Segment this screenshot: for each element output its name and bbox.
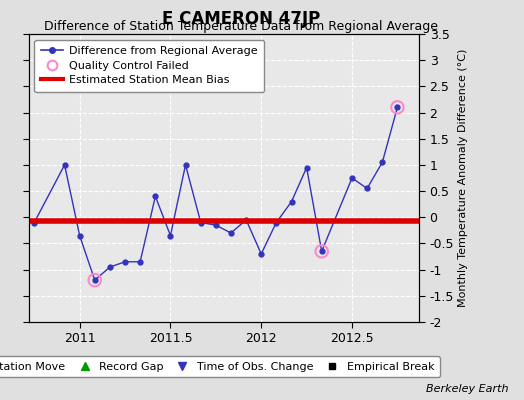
Text: Difference of Station Temperature Data from Regional Average: Difference of Station Temperature Data f… — [44, 20, 438, 33]
Difference from Regional Average — [273, 220, 279, 225]
Difference from Regional Average — [92, 278, 98, 282]
Difference from Regional Average — [349, 176, 355, 180]
Difference from Regional Average — [228, 230, 234, 235]
Quality Control Failed — [91, 277, 99, 283]
Text: E CAMERON 47JP: E CAMERON 47JP — [162, 10, 320, 28]
Y-axis label: Monthly Temperature Anomaly Difference (°C): Monthly Temperature Anomaly Difference (… — [458, 49, 468, 307]
Difference from Regional Average — [213, 223, 219, 228]
Difference from Regional Average — [319, 249, 325, 254]
Difference from Regional Average — [198, 220, 204, 225]
Quality Control Failed — [393, 104, 401, 110]
Difference from Regional Average — [364, 186, 370, 191]
Difference from Regional Average — [122, 259, 128, 264]
Difference from Regional Average — [31, 220, 37, 225]
Difference from Regional Average — [303, 165, 310, 170]
Difference from Regional Average — [394, 105, 400, 110]
Quality Control Failed — [318, 248, 326, 254]
Difference from Regional Average — [152, 194, 159, 199]
Difference from Regional Average — [61, 162, 68, 167]
Difference from Regional Average — [288, 199, 294, 204]
Text: Berkeley Earth: Berkeley Earth — [426, 384, 508, 394]
Difference from Regional Average — [167, 233, 173, 238]
Difference from Regional Average — [379, 160, 386, 165]
Legend: Station Move, Record Gap, Time of Obs. Change, Empirical Break: Station Move, Record Gap, Time of Obs. C… — [0, 356, 440, 378]
Difference from Regional Average — [258, 252, 265, 256]
Line: Difference from Regional Average: Difference from Regional Average — [32, 105, 400, 282]
Difference from Regional Average — [137, 259, 143, 264]
Difference from Regional Average — [107, 265, 113, 270]
Difference from Regional Average — [77, 233, 83, 238]
Difference from Regional Average — [182, 162, 189, 167]
Difference from Regional Average — [243, 218, 249, 222]
